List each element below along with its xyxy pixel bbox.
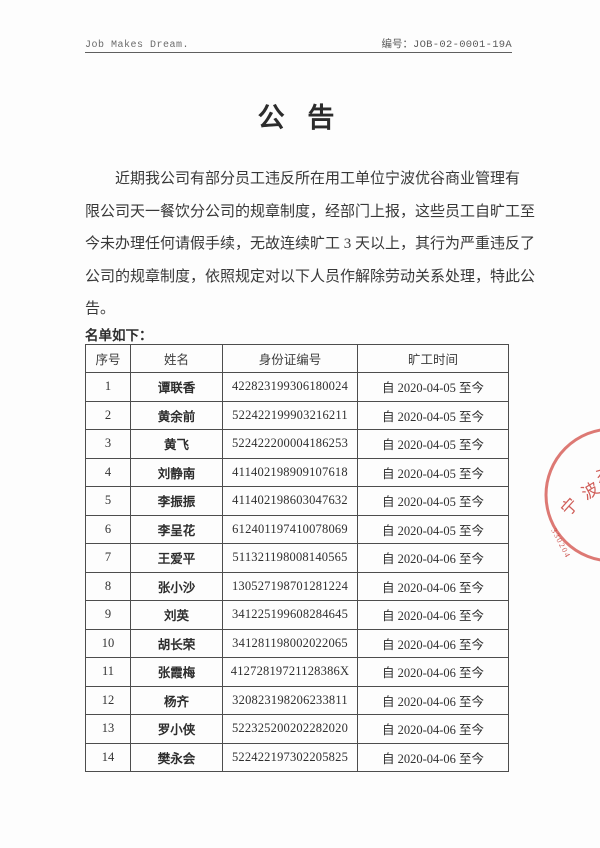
cell-id: 411402198909107618: [222, 457, 358, 487]
cell-id: 511321198008140565: [222, 543, 358, 573]
table-row: 9 刘英 341225199608284645 自 2020-04-06 至今: [85, 600, 509, 630]
cell-period: 自 2020-04-06 至今: [357, 571, 509, 601]
company-slogan: Job Makes Dream.: [85, 40, 190, 51]
body-line: 告。: [85, 301, 116, 317]
cell-serial: 12: [85, 685, 131, 715]
cell-id: 411402198603047632: [222, 486, 358, 516]
table-row: 14 樊永会 522422197302205825 自 2020-04-06 至…: [85, 742, 509, 772]
cell-serial: 8: [85, 571, 131, 601]
seal-ring: [544, 428, 600, 562]
column-header-period: 旷工时间: [357, 344, 509, 373]
cell-period: 自 2020-04-06 至今: [357, 657, 509, 687]
dismissal-roster-table: 序号 姓名 身份证编号 旷工时间 1 谭联香 42282319930618002…: [85, 344, 509, 772]
cell-serial: 6: [85, 514, 131, 544]
cell-serial: 2: [85, 400, 131, 430]
cell-serial: 7: [85, 543, 131, 573]
cell-name: 李呈花: [130, 514, 223, 544]
cell-name: 杨齐: [130, 685, 223, 715]
cell-period: 自 2020-04-06 至今: [357, 742, 509, 772]
table-row: 10 胡长荣 341281198002022065 自 2020-04-06 至…: [85, 628, 509, 658]
cell-serial: 10: [85, 628, 131, 658]
body-line: 限公司天一餐饮分公司的规章制度，经部门上报，这些员工自旷工至: [85, 203, 536, 220]
seal-char: 宁: [557, 494, 582, 519]
column-header-name: 姓名: [130, 344, 223, 373]
company-seal-stamp: 宁 波 杰 330204: [544, 428, 600, 562]
body-line: 公司的规章制度，依照规定对以下人员作解除劳动关系处理，特此公: [85, 268, 536, 285]
cell-period: 自 2020-04-05 至今: [357, 486, 509, 516]
cell-period: 自 2020-04-06 至今: [357, 628, 509, 658]
table-row: 12 杨齐 320823198206233811 自 2020-04-06 至今: [85, 685, 509, 715]
cell-name: 张霞梅: [130, 657, 223, 687]
cell-period: 自 2020-04-05 至今: [357, 372, 509, 402]
roster-list-label: 名单如下：: [85, 328, 153, 343]
cell-serial: 1: [85, 372, 131, 402]
cell-serial: 13: [85, 714, 131, 744]
cell-name: 张小沙: [130, 571, 223, 601]
cell-name: 谭联香: [130, 372, 223, 402]
cell-period: 自 2020-04-05 至今: [357, 514, 509, 544]
cell-name: 黄余前: [130, 400, 223, 430]
table-row: 11 张霞梅 41272819721128386X 自 2020-04-06 至…: [85, 657, 509, 687]
cell-name: 李振振: [130, 486, 223, 516]
seal-digits: 330204: [549, 527, 572, 560]
cell-name: 罗小侠: [130, 714, 223, 744]
table-body: 1 谭联香 422823199306180024 自 2020-04-05 至今…: [85, 372, 509, 772]
cell-period: 自 2020-04-06 至今: [357, 685, 509, 715]
cell-serial: 9: [85, 600, 131, 630]
cell-id: 130527198701281224: [222, 571, 358, 601]
table-header-row: 序号 姓名 身份证编号 旷工时间: [85, 344, 509, 373]
cell-id: 41272819721128386X: [222, 657, 358, 687]
table-row: 7 王爱平 511321198008140565 自 2020-04-06 至今: [85, 543, 509, 573]
cell-id: 341225199608284645: [222, 600, 358, 630]
cell-id: 320823198206233811: [222, 685, 358, 715]
cell-serial: 11: [85, 657, 131, 687]
cell-name: 黄飞: [130, 429, 223, 459]
table-row: 13 罗小侠 522325200202282020 自 2020-04-06 至…: [85, 714, 509, 744]
letterhead-rule: [85, 52, 512, 53]
column-header-id: 身份证编号: [222, 344, 358, 373]
document-number: 编号：JOB-02-0001-19A: [381, 36, 512, 51]
table-row: 5 李振振 411402198603047632 自 2020-04-05 至今: [85, 486, 509, 516]
cell-period: 自 2020-04-06 至今: [357, 600, 509, 630]
cell-period: 自 2020-04-06 至今: [357, 543, 509, 573]
table-row: 4 刘静南 411402198909107618 自 2020-04-05 至今: [85, 457, 509, 487]
cell-serial: 4: [85, 457, 131, 487]
table-row: 3 黄飞 522422200004186253 自 2020-04-05 至今: [85, 429, 509, 459]
table-row: 8 张小沙 130527198701281224 自 2020-04-06 至今: [85, 571, 509, 601]
column-header-serial: 序号: [85, 344, 131, 373]
seal-char: 杰: [594, 463, 600, 486]
notice-title: 公 告: [257, 103, 343, 133]
cell-id: 341281198002022065: [222, 628, 358, 658]
notice-body: 近期我公司有部分员工违反所在用工单位宁波优谷商业管理有 限公司天一餐饮分公司的规…: [85, 163, 536, 326]
cell-period: 自 2020-04-05 至今: [357, 400, 509, 430]
cell-name: 刘静南: [130, 457, 223, 487]
cell-period: 自 2020-04-06 至今: [357, 714, 509, 744]
cell-name: 樊永会: [130, 742, 223, 772]
cell-period: 自 2020-04-05 至今: [357, 429, 509, 459]
body-line: 近期我公司有部分员工违反所在用工单位宁波优谷商业管理有: [115, 171, 521, 187]
table-row: 1 谭联香 422823199306180024 自 2020-04-05 至今: [85, 372, 509, 402]
table-row: 6 李呈花 612401197410078069 自 2020-04-05 至今: [85, 514, 509, 544]
cell-serial: 14: [85, 742, 131, 772]
cell-name: 刘英: [130, 600, 223, 630]
cell-id: 522325200202282020: [222, 714, 358, 744]
cell-id: 522422200004186253: [222, 429, 358, 459]
seal-char: 波: [578, 479, 600, 504]
cell-id: 612401197410078069: [222, 514, 358, 544]
cell-name: 胡长荣: [130, 628, 223, 658]
cell-id: 522422199903216211: [222, 400, 358, 430]
cell-id: 422823199306180024: [222, 372, 358, 402]
cell-serial: 3: [85, 429, 131, 459]
document-number-label: 编号：: [381, 39, 413, 50]
letterhead: Job Makes Dream. 编号：JOB-02-0001-19A: [85, 36, 512, 51]
cell-name: 王爱平: [130, 543, 223, 573]
body-line: 今未办理任何请假手续，无故连续旷工 3 天以上，其行为严重违反了: [85, 236, 536, 252]
document-number-code: JOB-02-0001-19A: [412, 39, 512, 51]
table-row: 2 黄余前 522422199903216211 自 2020-04-05 至今: [85, 400, 509, 430]
cell-id: 522422197302205825: [222, 742, 358, 772]
cell-serial: 5: [85, 486, 131, 516]
cell-period: 自 2020-04-05 至今: [357, 457, 509, 487]
